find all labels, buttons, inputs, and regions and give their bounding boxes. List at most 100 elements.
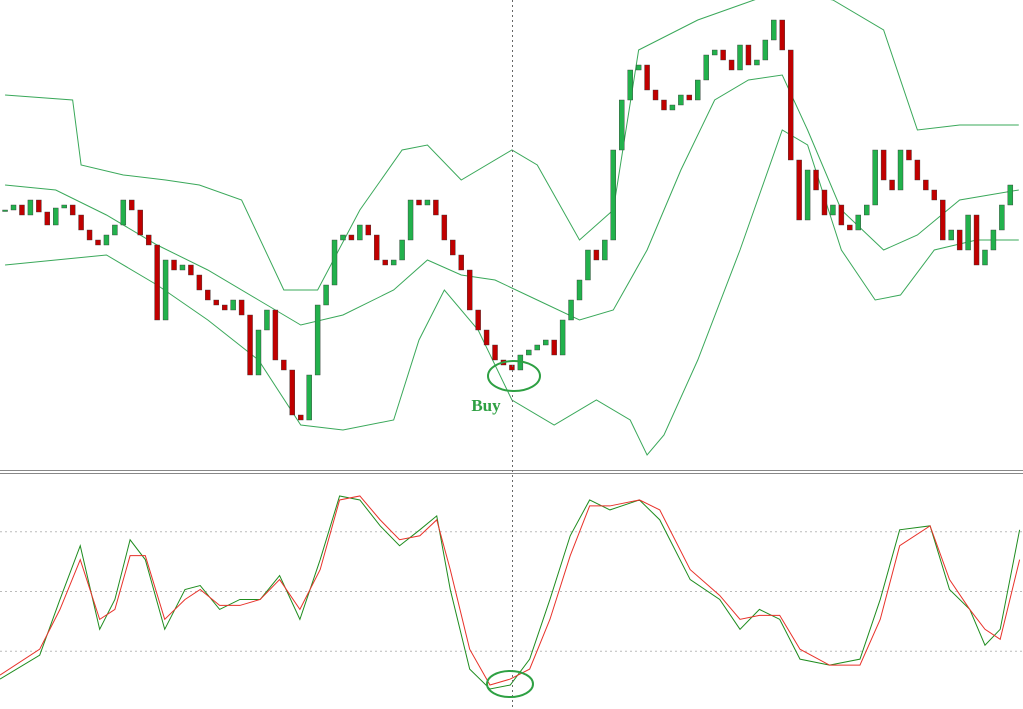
candle: [787, 49, 794, 161]
candle: [374, 234, 380, 261]
candle: [2, 209, 8, 212]
bollinger-band: [5, 74, 1019, 326]
candle: [973, 214, 980, 266]
candle: [830, 204, 836, 216]
candle: [965, 214, 971, 251]
candle: [78, 214, 84, 231]
candle: [36, 199, 42, 213]
candle: [44, 211, 51, 226]
oscillator-line: [0, 495, 1021, 690]
candle: [323, 284, 329, 306]
candle: [483, 329, 490, 346]
candle: [357, 224, 363, 241]
candle: [390, 259, 397, 266]
candle: [272, 309, 279, 361]
candle: [441, 214, 448, 241]
candle: [737, 44, 743, 71]
candle: [205, 289, 211, 301]
candle: [610, 149, 616, 241]
candle: [61, 204, 67, 209]
candle: [69, 204, 76, 216]
candle: [145, 234, 152, 246]
candle: [543, 339, 549, 346]
candle: [331, 239, 338, 286]
candle: [298, 414, 304, 421]
candle: [619, 99, 625, 151]
highlight-ellipse: [487, 360, 541, 392]
candle: [416, 199, 422, 206]
candle: [314, 304, 321, 376]
candle: [602, 239, 608, 261]
candle: [576, 279, 583, 301]
candle: [222, 304, 228, 311]
annotation: Buy: [471, 396, 501, 415]
candle: [906, 149, 912, 161]
candle: [10, 204, 17, 211]
price-panel: [2, 0, 1019, 456]
candle: [813, 169, 819, 191]
candle: [762, 39, 769, 61]
candle: [559, 319, 566, 356]
candle: [568, 299, 574, 321]
candle: [940, 199, 946, 241]
candle: [424, 199, 431, 206]
candle: [880, 149, 887, 181]
candle: [407, 199, 414, 241]
candle: [838, 204, 845, 226]
candle: [27, 199, 34, 216]
candle: [188, 264, 194, 276]
candle: [982, 249, 988, 266]
candle: [281, 359, 287, 371]
candle: [703, 54, 709, 81]
highlight-ellipse: [486, 670, 534, 698]
candle: [466, 269, 473, 311]
candle: [129, 199, 135, 211]
candle: [999, 204, 1005, 231]
candle: [526, 349, 532, 356]
candle: [433, 199, 439, 216]
candle: [450, 239, 456, 256]
candle: [458, 254, 464, 271]
candle: [509, 364, 515, 371]
candle: [120, 199, 127, 226]
candle: [1007, 184, 1014, 206]
candle: [534, 344, 540, 351]
candle: [179, 264, 186, 271]
candle: [171, 259, 177, 271]
candle: [804, 169, 811, 221]
candle: [956, 229, 963, 251]
candle: [779, 19, 785, 51]
candle: [53, 207, 59, 226]
candle: [661, 99, 667, 111]
candle: [847, 224, 853, 231]
candle: [889, 179, 895, 191]
candle: [382, 259, 388, 266]
candle: [264, 309, 270, 331]
candle: [103, 234, 110, 246]
candle: [931, 189, 938, 201]
candle: [593, 249, 600, 261]
oscillator-panel: [0, 495, 1023, 690]
candle: [711, 49, 718, 56]
candle: [720, 49, 726, 61]
oscillator-line: [0, 495, 1021, 686]
candle: [196, 274, 203, 291]
candle: [948, 229, 954, 241]
candle: [230, 299, 236, 311]
candle: [112, 224, 118, 236]
candle: [644, 64, 650, 91]
candle: [86, 229, 93, 241]
candle: [796, 159, 802, 221]
candle: [492, 344, 498, 361]
candle: [627, 69, 633, 101]
candle: [95, 239, 101, 246]
candle: [213, 299, 219, 306]
candle: [137, 209, 143, 236]
candle: [754, 59, 760, 66]
candle: [585, 249, 591, 281]
candle: [821, 189, 828, 216]
candle: [348, 234, 355, 241]
candle: [635, 64, 642, 71]
bollinger-band: [5, 0, 1019, 291]
